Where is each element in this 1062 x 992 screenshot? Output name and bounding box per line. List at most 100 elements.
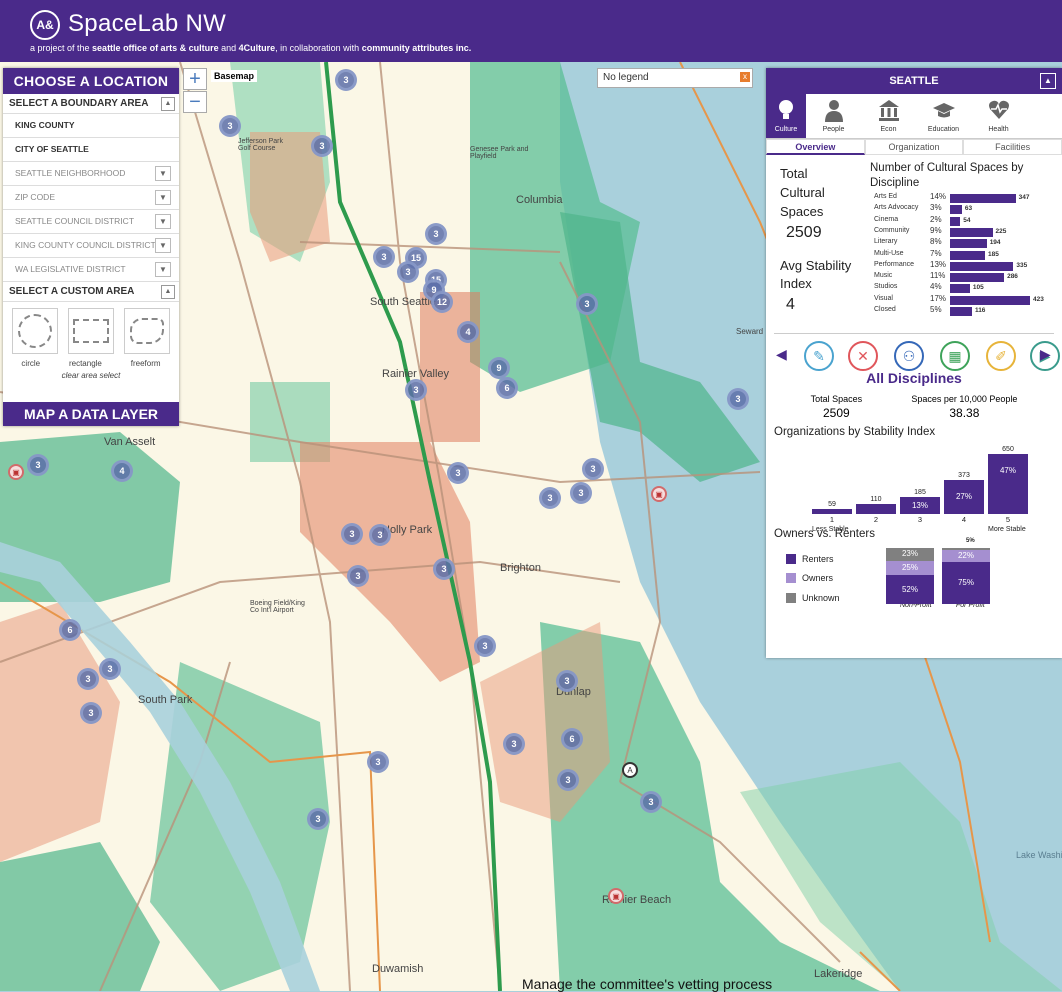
- collapse-up-icon[interactable]: ▲: [161, 285, 175, 299]
- close-icon[interactable]: x: [740, 72, 750, 82]
- cluster-marker[interactable]: 3: [307, 808, 329, 830]
- discipline-bar[interactable]: [950, 239, 987, 249]
- cluster-marker[interactable]: 3: [582, 458, 604, 480]
- stacked-bar[interactable]: 75% 22%: [942, 548, 990, 604]
- tab-econ[interactable]: Econ: [861, 94, 916, 138]
- discipline-bar[interactable]: [950, 227, 993, 237]
- collapse-up-icon[interactable]: ▲: [1040, 73, 1056, 89]
- cluster-marker[interactable]: 6: [59, 619, 81, 641]
- discipline-bar[interactable]: [950, 205, 962, 215]
- cluster-marker[interactable]: 3: [640, 791, 662, 813]
- subtitle-org-4culture[interactable]: 4Culture: [238, 43, 276, 53]
- stability-bar[interactable]: 27%: [944, 479, 984, 514]
- chevron-down-icon[interactable]: ▼: [155, 190, 171, 205]
- boundary-section-header[interactable]: SELECT A BOUNDARY AREA ▲: [3, 94, 179, 114]
- stacked-bar[interactable]: 52% 25% 23%: [886, 548, 934, 604]
- cinema-icon[interactable]: ▶: [1030, 341, 1060, 371]
- boundary-option-city-of-seattle[interactable]: CITY OF SEATTLE: [3, 138, 179, 162]
- tab-education[interactable]: Education: [916, 94, 971, 138]
- cluster-marker[interactable]: 3: [425, 223, 447, 245]
- discipline-bar[interactable]: [950, 216, 961, 226]
- arts-ed-icon[interactable]: ✎: [804, 341, 834, 371]
- poi-marker-icon[interactable]: ▣: [8, 464, 24, 480]
- cluster-marker[interactable]: 3: [405, 379, 427, 401]
- cluster-marker[interactable]: 4: [111, 460, 133, 482]
- subtitle-org-cai[interactable]: community attributes inc.: [361, 43, 472, 53]
- cluster-marker[interactable]: 12: [431, 291, 453, 313]
- cluster-marker[interactable]: 3: [27, 454, 49, 476]
- circle-select-tool[interactable]: [12, 308, 58, 354]
- app-title[interactable]: SpaceLab NW: [68, 10, 227, 37]
- poi-marker-icon[interactable]: ▣: [651, 486, 667, 502]
- cluster-marker[interactable]: 3: [341, 523, 363, 545]
- cluster-marker[interactable]: 3: [556, 670, 578, 692]
- stability-bar[interactable]: [812, 508, 852, 514]
- stability-bar[interactable]: [856, 503, 896, 514]
- chevron-down-icon[interactable]: ▼: [155, 214, 171, 229]
- cluster-marker[interactable]: 3: [576, 293, 598, 315]
- cluster-marker[interactable]: 3: [373, 246, 395, 268]
- transit-marker-icon[interactable]: A: [622, 762, 638, 778]
- discipline-bar[interactable]: [950, 284, 970, 294]
- discipline-bar[interactable]: [950, 307, 972, 316]
- discipline-bar[interactable]: [950, 261, 1014, 271]
- stability-bar[interactable]: 13%: [900, 496, 940, 514]
- cluster-marker[interactable]: 3: [447, 462, 469, 484]
- stability-bar[interactable]: 47%: [988, 454, 1028, 514]
- basemap-button[interactable]: Basemap: [211, 70, 258, 82]
- tab-health[interactable]: Health: [971, 94, 1026, 138]
- cluster-marker[interactable]: 3: [367, 751, 389, 773]
- tab-facilities[interactable]: Facilities: [963, 139, 1062, 155]
- cluster-marker[interactable]: 3: [369, 524, 391, 546]
- studio-icon[interactable]: ✐: [986, 341, 1016, 371]
- chevron-down-icon[interactable]: ▼: [155, 238, 171, 253]
- discipline-bar[interactable]: [950, 250, 985, 260]
- zoom-in-button[interactable]: +: [183, 68, 207, 90]
- chevron-down-icon[interactable]: ▼: [155, 166, 171, 181]
- cluster-marker[interactable]: 3: [219, 115, 241, 137]
- logo-icon[interactable]: A&: [30, 10, 60, 40]
- cluster-marker[interactable]: 6: [561, 728, 583, 750]
- discipline-bar[interactable]: [950, 273, 1005, 283]
- cluster-marker[interactable]: 4: [457, 321, 479, 343]
- chevron-right-icon[interactable]: ▶: [1040, 346, 1051, 362]
- custom-section-header[interactable]: SELECT A CUSTOM AREA ▲: [3, 282, 179, 302]
- tab-organization[interactable]: Organization: [864, 139, 964, 155]
- building-icon[interactable]: ▦: [940, 341, 970, 371]
- cluster-marker[interactable]: 3: [570, 482, 592, 504]
- cluster-marker[interactable]: 3: [77, 668, 99, 690]
- zoom-out-button[interactable]: −: [183, 91, 207, 113]
- choose-location-header[interactable]: CHOOSE A LOCATION: [3, 68, 179, 94]
- discipline-bar[interactable]: [950, 295, 1030, 305]
- cluster-marker[interactable]: 3: [433, 558, 455, 580]
- chevron-down-icon[interactable]: ▼: [155, 262, 171, 277]
- cluster-marker[interactable]: 3: [311, 135, 333, 157]
- freeform-select-tool[interactable]: [124, 308, 170, 354]
- cluster-marker[interactable]: 3: [99, 658, 121, 680]
- cluster-marker[interactable]: 3: [727, 388, 749, 410]
- closed-icon[interactable]: ✕: [848, 341, 878, 371]
- tab-culture[interactable]: Culture: [766, 94, 806, 138]
- community-icon[interactable]: ⚇: [894, 341, 924, 371]
- subtitle-org-arts[interactable]: seattle office of arts & culture: [92, 43, 219, 53]
- poi-marker-icon[interactable]: ▣: [608, 888, 624, 904]
- cluster-marker[interactable]: 3: [397, 261, 419, 283]
- collapse-up-icon[interactable]: ▲: [161, 97, 175, 111]
- tab-overview[interactable]: Overview: [766, 139, 865, 155]
- boundary-option-king-county[interactable]: KING COUNTY: [3, 114, 179, 138]
- boundary-dropdown-neighborhood[interactable]: SEATTLE NEIGHBORHOOD ▼: [3, 162, 179, 186]
- boundary-dropdown-seattle-council[interactable]: SEATTLE COUNCIL DISTRICT ▼: [3, 210, 179, 234]
- tab-people[interactable]: People: [806, 94, 861, 138]
- cluster-marker[interactable]: 3: [335, 69, 357, 91]
- cluster-marker[interactable]: 3: [503, 733, 525, 755]
- cluster-marker[interactable]: 3: [80, 702, 102, 724]
- discipline-bar[interactable]: [950, 194, 1016, 203]
- cluster-marker[interactable]: 6: [496, 377, 518, 399]
- chevron-left-icon[interactable]: ◀: [776, 346, 787, 362]
- map-data-layer-button[interactable]: MAP A DATA LAYER: [3, 402, 179, 426]
- boundary-dropdown-zip-code[interactable]: ZIP CODE ▼: [3, 186, 179, 210]
- clear-area-link[interactable]: clear area select: [61, 371, 121, 380]
- boundary-dropdown-legislative[interactable]: WA LEGISLATIVE DISTRICT ▼: [3, 258, 179, 282]
- rectangle-select-tool[interactable]: [68, 308, 114, 354]
- cluster-marker[interactable]: 3: [474, 635, 496, 657]
